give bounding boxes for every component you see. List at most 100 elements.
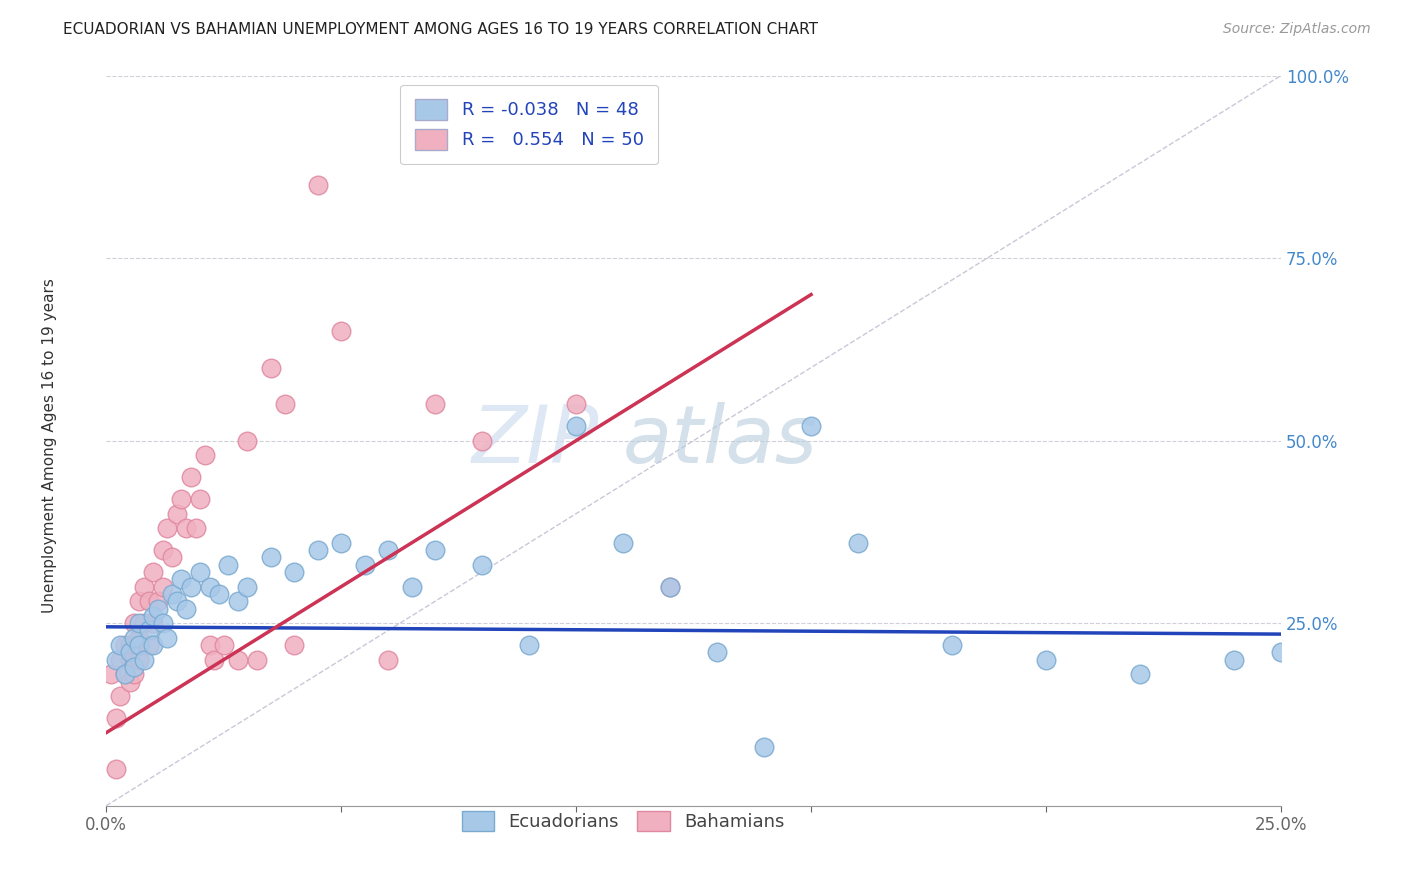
Point — [752, 740, 775, 755]
Point — [114, 638, 136, 652]
Point — [138, 638, 160, 652]
Point — [307, 178, 329, 192]
Point — [142, 565, 165, 579]
Point — [170, 572, 193, 586]
Point — [118, 674, 141, 689]
Point — [226, 594, 249, 608]
Point — [236, 434, 259, 448]
Point — [194, 448, 217, 462]
Point — [1270, 645, 1292, 659]
Point — [124, 616, 146, 631]
Point — [124, 638, 146, 652]
Point — [659, 580, 682, 594]
Point — [307, 543, 329, 558]
Point — [160, 587, 183, 601]
Point — [146, 594, 169, 608]
Point — [198, 580, 221, 594]
Point — [208, 587, 231, 601]
Point — [160, 550, 183, 565]
Point — [132, 616, 155, 631]
Point — [174, 601, 197, 615]
Point — [128, 594, 150, 608]
Point — [156, 521, 179, 535]
Point — [471, 434, 494, 448]
Point — [128, 653, 150, 667]
Point — [146, 601, 169, 615]
Point — [260, 360, 283, 375]
Point — [142, 608, 165, 623]
Point — [377, 543, 399, 558]
Point — [124, 667, 146, 681]
Point — [128, 631, 150, 645]
Point — [100, 667, 122, 681]
Point — [188, 491, 211, 506]
Point — [118, 638, 141, 652]
Point — [246, 653, 269, 667]
Point — [114, 667, 136, 681]
Point — [565, 397, 588, 411]
Point — [166, 594, 188, 608]
Point — [565, 419, 588, 434]
Point — [124, 631, 146, 645]
Point — [104, 711, 127, 725]
Point — [132, 653, 155, 667]
Point — [283, 565, 305, 579]
Point — [166, 507, 188, 521]
Point — [283, 638, 305, 652]
Point — [142, 638, 165, 652]
Point — [156, 631, 179, 645]
Point — [425, 397, 447, 411]
Point — [152, 543, 174, 558]
Point — [174, 521, 197, 535]
Point — [104, 653, 127, 667]
Point — [212, 638, 235, 652]
Point — [401, 580, 423, 594]
Point — [425, 543, 447, 558]
Point — [1035, 653, 1057, 667]
Point — [198, 638, 221, 652]
Point — [1129, 667, 1152, 681]
Point — [517, 638, 540, 652]
Point — [170, 491, 193, 506]
Point — [330, 324, 353, 338]
Point — [104, 762, 127, 776]
Point — [110, 653, 132, 667]
Point — [1223, 653, 1246, 667]
Point — [188, 565, 211, 579]
Point — [659, 580, 682, 594]
Point — [274, 397, 297, 411]
Point — [236, 580, 259, 594]
Point — [152, 616, 174, 631]
Point — [226, 653, 249, 667]
Point — [706, 645, 728, 659]
Text: Unemployment Among Ages 16 to 19 years: Unemployment Among Ages 16 to 19 years — [42, 278, 56, 614]
Point — [217, 558, 239, 572]
Point — [110, 689, 132, 703]
Point — [800, 419, 823, 434]
Point — [138, 594, 160, 608]
Point — [124, 660, 146, 674]
Text: Source: ZipAtlas.com: Source: ZipAtlas.com — [1223, 22, 1371, 37]
Point — [110, 638, 132, 652]
Text: ZIP: ZIP — [472, 401, 599, 480]
Point — [180, 470, 202, 484]
Point — [152, 580, 174, 594]
Point — [138, 624, 160, 638]
Point — [846, 536, 869, 550]
Point — [353, 558, 375, 572]
Point — [941, 638, 963, 652]
Point — [184, 521, 207, 535]
Text: ECUADORIAN VS BAHAMIAN UNEMPLOYMENT AMONG AGES 16 TO 19 YEARS CORRELATION CHART: ECUADORIAN VS BAHAMIAN UNEMPLOYMENT AMON… — [63, 22, 818, 37]
Point — [330, 536, 353, 550]
Point — [260, 550, 283, 565]
Point — [142, 616, 165, 631]
Point — [114, 667, 136, 681]
Point — [118, 645, 141, 659]
Point — [377, 653, 399, 667]
Point — [132, 580, 155, 594]
Point — [612, 536, 634, 550]
Legend: Ecuadorians, Bahamians: Ecuadorians, Bahamians — [449, 798, 797, 844]
Point — [118, 653, 141, 667]
Point — [128, 638, 150, 652]
Text: atlas: atlas — [623, 401, 818, 480]
